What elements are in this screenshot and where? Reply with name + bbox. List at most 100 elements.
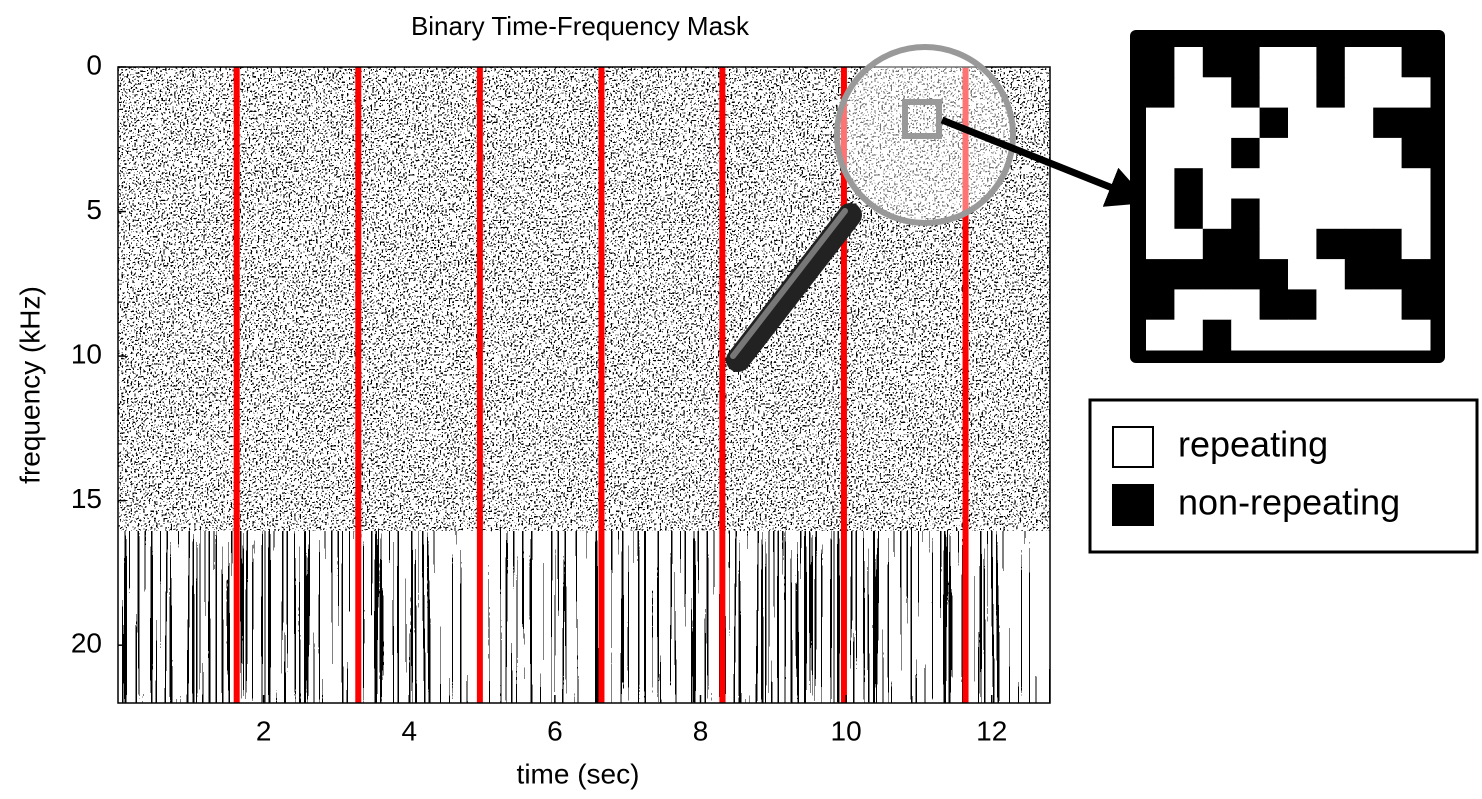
inset-cell <box>1202 198 1232 230</box>
inset-cell <box>1146 137 1175 169</box>
inset-cell <box>1373 319 1403 351</box>
inset-cell <box>1146 259 1175 290</box>
inset-cell <box>1202 77 1232 109</box>
inset-cell <box>1288 47 1317 78</box>
inset-cell <box>1316 198 1346 230</box>
inset-cell <box>1373 107 1403 139</box>
inset-cell <box>1202 289 1232 321</box>
mask-texture <box>118 531 1050 703</box>
inset-cell <box>1202 168 1232 199</box>
chart-title: Binary Time-Frequency Mask <box>411 11 750 41</box>
inset-cell <box>1146 107 1175 139</box>
inset-cell <box>1202 259 1232 290</box>
inset-cell <box>1401 107 1431 139</box>
inset-cell <box>1401 47 1431 78</box>
legend-label: repeating <box>1178 424 1328 465</box>
inset-cell <box>1259 47 1289 78</box>
inset-cell <box>1316 259 1346 290</box>
magnifier <box>726 44 1150 372</box>
inset-cell <box>1202 228 1232 260</box>
inset-cell <box>1174 47 1204 78</box>
inset-cell <box>1373 47 1403 78</box>
y-tick-label: 10 <box>71 338 102 369</box>
inset-cell <box>1202 319 1232 351</box>
inset-cell <box>1288 289 1317 321</box>
inset-cell <box>1288 228 1317 260</box>
inset-cell <box>1288 259 1317 290</box>
inset-cell <box>1288 198 1317 230</box>
inset-cell <box>1231 259 1261 290</box>
inset-cell <box>1174 168 1204 199</box>
inset-cell <box>1146 47 1175 78</box>
inset-cell <box>1401 168 1431 199</box>
inset-cell <box>1146 77 1175 109</box>
inset-cell <box>1373 137 1403 169</box>
inset-cell <box>1373 198 1403 230</box>
x-tick-label: 10 <box>831 715 862 746</box>
legend-label: non-repeating <box>1178 482 1400 523</box>
inset-cell <box>1174 137 1204 169</box>
inset-cell <box>1401 259 1431 290</box>
legend-swatch <box>1112 484 1154 526</box>
legend-swatch <box>1112 426 1154 468</box>
inset-cell <box>1146 289 1175 321</box>
x-tick-label: 2 <box>256 715 272 746</box>
inset-cell <box>1146 228 1175 260</box>
inset-cell <box>1231 198 1261 230</box>
inset-cell <box>1316 137 1346 169</box>
inset-cell <box>1259 228 1289 260</box>
inset-cell <box>1288 107 1317 139</box>
inset-cell <box>1259 198 1289 230</box>
mask-texture <box>118 67 1050 531</box>
inset-cell <box>1259 168 1289 199</box>
inset-cell <box>1288 137 1317 169</box>
inset-cell <box>1174 319 1204 351</box>
inset-cell <box>1401 198 1431 230</box>
inset-cell <box>1231 137 1261 169</box>
inset-cell <box>1373 289 1403 321</box>
inset-cell <box>1259 137 1289 169</box>
inset-cell <box>1316 107 1346 139</box>
inset-cell <box>1344 259 1374 290</box>
inset-cell <box>1174 198 1204 230</box>
inset-cell <box>1344 228 1374 260</box>
inset-cell <box>1316 228 1346 260</box>
inset-cell <box>1202 137 1232 169</box>
inset-cell <box>1146 319 1175 351</box>
inset-cell <box>1316 77 1346 109</box>
inset-cell <box>1373 77 1403 109</box>
inset-cell <box>1344 47 1374 78</box>
y-tick-label: 20 <box>71 628 102 659</box>
y-tick-label: 15 <box>71 483 102 514</box>
inset-cell <box>1259 77 1289 109</box>
inset-cell <box>1202 107 1232 139</box>
inset-cell <box>1288 319 1317 351</box>
inset-cell <box>1231 47 1261 78</box>
inset-cell <box>1344 77 1374 109</box>
inset-cell <box>1401 319 1431 351</box>
inset-cell <box>1231 289 1261 321</box>
inset-cell <box>1231 107 1261 139</box>
inset-cell <box>1259 107 1289 139</box>
x-axis-label: time (sec) <box>517 758 640 789</box>
inset-cell <box>1231 77 1261 109</box>
inset-cell <box>1344 319 1374 351</box>
inset-cell <box>1288 168 1317 199</box>
inset-cell <box>1344 137 1374 169</box>
inset-cell <box>1316 289 1346 321</box>
inset-cell <box>1174 77 1204 109</box>
x-tick-label: 4 <box>401 715 417 746</box>
inset-cell <box>1231 228 1261 260</box>
inset-cell <box>1202 47 1232 78</box>
inset-cell <box>1288 77 1317 109</box>
inset-cell <box>1259 259 1289 290</box>
legend-box <box>1088 398 1479 554</box>
inset-cell <box>1401 228 1431 260</box>
inset-cell <box>1373 259 1403 290</box>
inset-cell <box>1174 107 1204 139</box>
plot-frame <box>117 66 1051 704</box>
x-tick-label: 8 <box>693 715 709 746</box>
inset-cell <box>1174 289 1204 321</box>
y-axis-label: frequency (kHz) <box>14 286 45 484</box>
inset-cell <box>1344 198 1374 230</box>
